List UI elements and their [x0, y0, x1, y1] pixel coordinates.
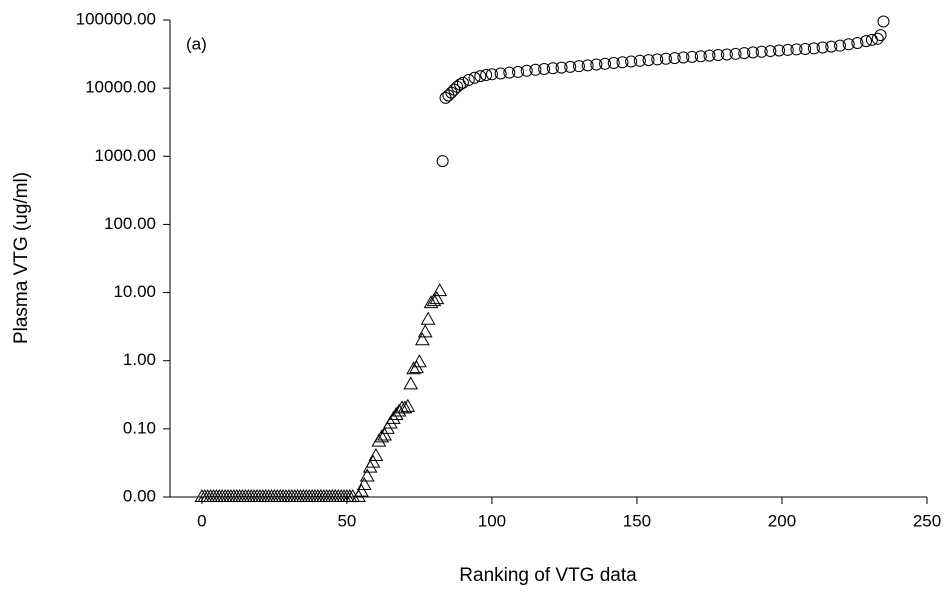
triangle-point [417, 324, 433, 338]
circle-point [462, 73, 475, 86]
circle-point [529, 63, 542, 76]
triangle-point [365, 454, 381, 468]
circle-point [468, 71, 481, 84]
triangle-point [385, 410, 401, 424]
y-tick-label: 0.10 [123, 418, 156, 437]
circle-point [790, 43, 803, 56]
circle-point [755, 45, 768, 58]
x-tick-label: 250 [913, 511, 941, 530]
circle-point [833, 39, 846, 52]
triangle-point [362, 459, 378, 473]
circle-point [555, 61, 568, 74]
triangle-point [388, 406, 404, 420]
circle-point [442, 89, 455, 102]
y-tick-label: 10.00 [113, 282, 156, 301]
triangle-point [412, 354, 427, 368]
circle-point [642, 54, 655, 67]
triangle-point [368, 447, 384, 461]
circle-point [451, 80, 464, 93]
circle-point [564, 60, 577, 73]
x-tick-label: 0 [197, 511, 206, 530]
circle-point [807, 42, 820, 55]
circle-point [581, 59, 594, 72]
circle-point [659, 52, 672, 65]
circle-point [746, 46, 759, 59]
triangle-point [414, 332, 430, 346]
circle-point [712, 49, 725, 62]
circle-point [520, 64, 533, 77]
y-tick-label: 100.00 [104, 214, 156, 233]
circle-point [436, 155, 449, 168]
triangle-point [400, 398, 416, 412]
circle-point [860, 35, 873, 48]
x-tick-label: 150 [623, 511, 651, 530]
circle-point [633, 54, 646, 67]
circle-point [799, 42, 812, 55]
circle-point [764, 45, 777, 58]
triangle-point [420, 311, 436, 325]
triangle-point [403, 376, 419, 390]
y-tick-label: 0.00 [123, 486, 156, 505]
circle-point [686, 50, 699, 63]
circle-point [781, 43, 794, 56]
circle-point [616, 56, 629, 69]
circle-point [651, 53, 664, 66]
y-axis-title: Plasma VTG (ug/ml) [11, 172, 32, 344]
circle-point [874, 29, 887, 42]
circle-point [599, 57, 612, 70]
circle-point [480, 68, 493, 81]
y-tick-label: 1.00 [123, 350, 156, 369]
circle-point [694, 50, 707, 63]
circle-point [842, 38, 855, 51]
triangle-point [406, 361, 421, 375]
circle-point [668, 52, 681, 65]
circle-point [773, 44, 786, 57]
circle-point [720, 48, 733, 61]
circle-point [877, 15, 890, 28]
triangle-point [356, 476, 372, 491]
y-tick-label: 10000.00 [85, 78, 156, 97]
circle-point [738, 47, 751, 60]
x-tick-label: 100 [478, 511, 506, 530]
circle-point [474, 70, 487, 83]
circle-point [590, 58, 603, 71]
circle-point [538, 62, 551, 75]
circle-point [625, 55, 638, 68]
circle-point [677, 51, 690, 64]
x-tick-label: 50 [337, 511, 356, 530]
circle-point [871, 32, 884, 45]
y-tick-label: 1000.00 [95, 146, 156, 165]
triangle-point [432, 283, 448, 297]
triangle-point [423, 295, 439, 309]
x-tick-label: 200 [768, 511, 796, 530]
circle-point [825, 40, 838, 53]
circle-point [851, 36, 864, 49]
triangle-point [359, 468, 375, 482]
circle-point [816, 41, 829, 54]
circle-point [456, 76, 469, 89]
triangle-point [377, 427, 392, 441]
circle-point [546, 62, 559, 75]
x-axis-title: Ranking of VTG data [459, 565, 637, 586]
circle-point [503, 66, 516, 79]
circle-point [485, 68, 498, 81]
circle-point [494, 67, 507, 80]
circle-point [572, 60, 585, 73]
y-tick-label: 100000.00 [76, 9, 156, 28]
circle-point [729, 47, 742, 60]
annotation: (a) [186, 34, 207, 53]
triangle-point [429, 291, 445, 305]
triangle-point [426, 293, 442, 307]
circle-point [512, 65, 525, 78]
circle-point [703, 49, 716, 62]
circle-point [607, 56, 620, 69]
triangle-point [374, 429, 390, 443]
triangle-point [354, 483, 369, 497]
triangle-point [397, 400, 413, 414]
